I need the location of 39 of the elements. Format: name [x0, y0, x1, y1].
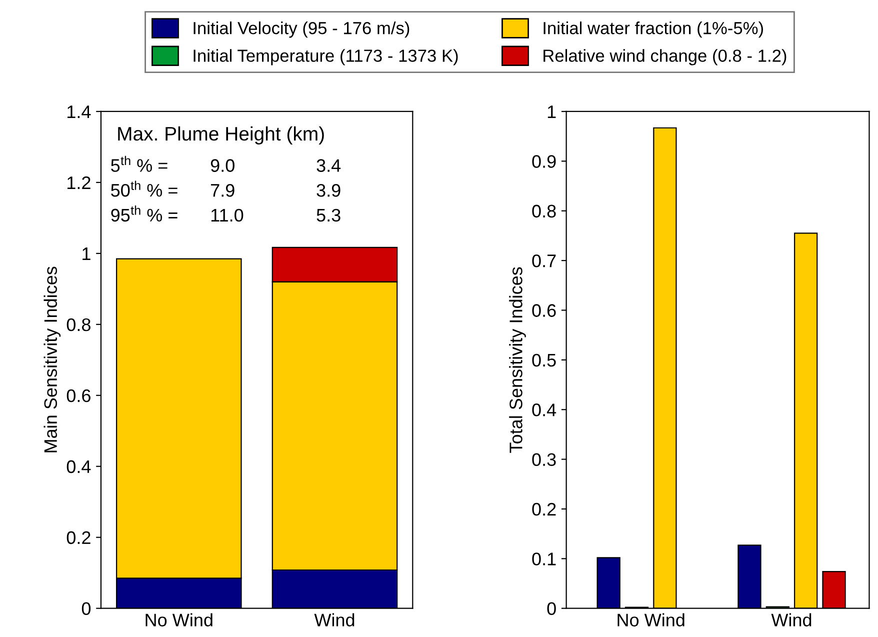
x-tick-label: No Wind: [146, 613, 212, 626]
annotation: 50$^{th}$ % =: [111, 180, 178, 197]
annotation: Max. Plume Height (km): [118, 126, 324, 145]
y-tick-label: 0: [547, 602, 556, 616]
y-tick-label: 0.1: [532, 552, 556, 566]
y-tick-label: 0: [82, 602, 91, 616]
y-axis-title: Main Sensitivity Indices: [44, 266, 61, 452]
annotation: 5$^{th}$ % =: [111, 156, 168, 172]
y-tick-label: 1.2: [68, 176, 90, 189]
y-tick-label: 0.3: [532, 453, 556, 466]
x-tick-label: Wind: [771, 613, 812, 626]
y-tick-label: 0.7: [532, 254, 556, 268]
y-tick-label: 0.4: [532, 404, 556, 416]
annotation: 3.9: [316, 184, 340, 197]
y-tick-label: 0.5: [532, 354, 556, 367]
x-tick-label: No Wind: [618, 613, 684, 626]
annotation: 3.4: [316, 159, 341, 172]
y-tick-label: 0.8: [532, 204, 556, 218]
annotation: 11.0: [211, 208, 244, 222]
annotation: 5.3: [316, 208, 340, 222]
y-tick-label: 1: [82, 248, 90, 260]
legend-label: Initial water fraction (1%-5%): [544, 22, 763, 38]
y-tick-label: 0.8: [66, 318, 90, 332]
y-tick-label: 0.2: [66, 531, 90, 544]
y-tick-label: 0.6: [66, 389, 90, 402]
legend-label: Initial Temperature (1173 - 1373 K): [194, 49, 458, 66]
x-tick-label: Wind: [314, 613, 354, 626]
y-axis-title: Total Sensitivity Indices: [509, 267, 526, 453]
annotation: 9.0: [210, 159, 234, 172]
annotation: 7.9: [210, 184, 234, 197]
y-tick-label: 0.9: [532, 155, 556, 168]
legend-label: Relative wind change (0.8 - 1.2): [544, 49, 786, 66]
y-tick-label: 0.2: [532, 502, 556, 516]
y-tick-label: 0.6: [532, 304, 556, 317]
y-tick-label: 1.4: [68, 106, 91, 118]
annotation: 95$^{th}$ % =: [111, 206, 178, 222]
legend-label: Initial Velocity (95 - 176 m/s): [194, 22, 410, 38]
y-tick-label: 0.4: [66, 460, 91, 474]
y-tick-label: 1: [548, 106, 556, 118]
